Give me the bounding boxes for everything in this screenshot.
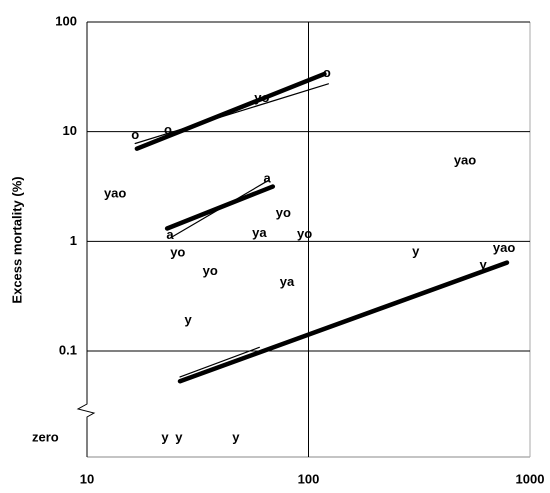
y-tick-label: 1	[70, 233, 77, 248]
point-label: o	[323, 65, 331, 80]
fit-line	[179, 346, 260, 378]
fit-line	[169, 179, 270, 239]
fit-line	[134, 83, 330, 145]
point-label: y	[479, 257, 487, 272]
y-tick-label: 0.1	[59, 342, 77, 357]
y-axis-break	[76, 22, 96, 457]
x-tick-label: 1000	[516, 471, 545, 486]
y-tick-label: 10	[63, 123, 77, 138]
point-label: yao	[104, 185, 126, 200]
point-label: yo	[297, 226, 312, 241]
fit-line	[177, 260, 510, 384]
y-axis-label: Excess mortality (%)	[9, 176, 24, 303]
point-label: y	[175, 429, 183, 444]
point-label: y	[184, 312, 192, 327]
point-label: yo	[203, 263, 218, 278]
x-tick-label: 10	[80, 471, 94, 486]
point-label: ya	[280, 274, 295, 289]
point-label: yao	[454, 152, 476, 167]
point-label: a	[166, 227, 174, 242]
point-label: yao	[493, 240, 515, 255]
point-label: y	[232, 429, 240, 444]
y-tick-label: 100	[55, 13, 77, 28]
y-tick-label: zero	[32, 429, 59, 444]
x-tick-label: 100	[298, 471, 320, 486]
fit-line	[164, 184, 276, 231]
fit-line	[134, 71, 327, 151]
point-label: o	[131, 127, 139, 142]
point-label: yo	[170, 245, 185, 260]
point-label: yo	[276, 205, 291, 220]
point-label: y	[412, 243, 420, 258]
point-label: yo	[254, 90, 269, 105]
point-label: a	[263, 170, 271, 185]
point-label: ya	[252, 225, 267, 240]
point-label: o	[164, 122, 172, 137]
point-label: y	[161, 429, 169, 444]
